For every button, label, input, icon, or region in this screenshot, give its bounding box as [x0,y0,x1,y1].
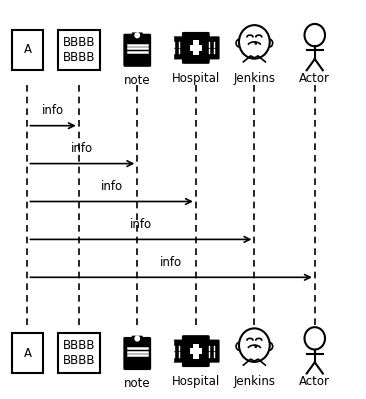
Circle shape [135,336,139,341]
Circle shape [265,39,273,47]
Text: info: info [42,104,64,117]
Text: A: A [23,347,31,359]
Circle shape [135,33,139,38]
Text: note: note [124,377,150,390]
Bar [190,45,202,51]
Bar [58,333,100,373]
Bar [12,30,43,70]
Text: note: note [124,74,150,87]
Text: Actor: Actor [299,375,330,388]
FancyBboxPatch shape [207,36,220,59]
Text: info: info [160,255,182,269]
FancyBboxPatch shape [173,340,183,363]
FancyBboxPatch shape [132,32,143,38]
Circle shape [305,24,325,46]
Circle shape [239,328,270,362]
Bar [12,333,43,373]
FancyBboxPatch shape [207,340,220,363]
Text: info: info [130,217,152,231]
FancyBboxPatch shape [173,36,183,59]
Text: BBBB
BBBB: BBBB BBBB [63,36,95,64]
Circle shape [265,342,273,350]
Bar [190,348,202,354]
Circle shape [305,327,325,350]
Bar [193,40,198,55]
FancyBboxPatch shape [123,337,151,370]
FancyBboxPatch shape [182,32,210,64]
Text: Actor: Actor [299,72,330,85]
Circle shape [236,342,243,350]
Text: info: info [101,180,123,193]
FancyBboxPatch shape [182,335,210,367]
Text: Jenkins: Jenkins [234,72,275,85]
Text: Jenkins: Jenkins [234,375,275,388]
Text: Hospital: Hospital [172,72,220,85]
Text: BBBB
BBBB: BBBB BBBB [63,339,95,367]
Text: info: info [71,142,93,155]
Text: A: A [23,43,31,56]
FancyBboxPatch shape [132,336,143,342]
Circle shape [239,25,270,59]
Circle shape [236,39,243,47]
Text: Hospital: Hospital [172,375,220,388]
FancyBboxPatch shape [123,34,151,67]
Bar [58,30,100,70]
Bar [193,344,198,359]
